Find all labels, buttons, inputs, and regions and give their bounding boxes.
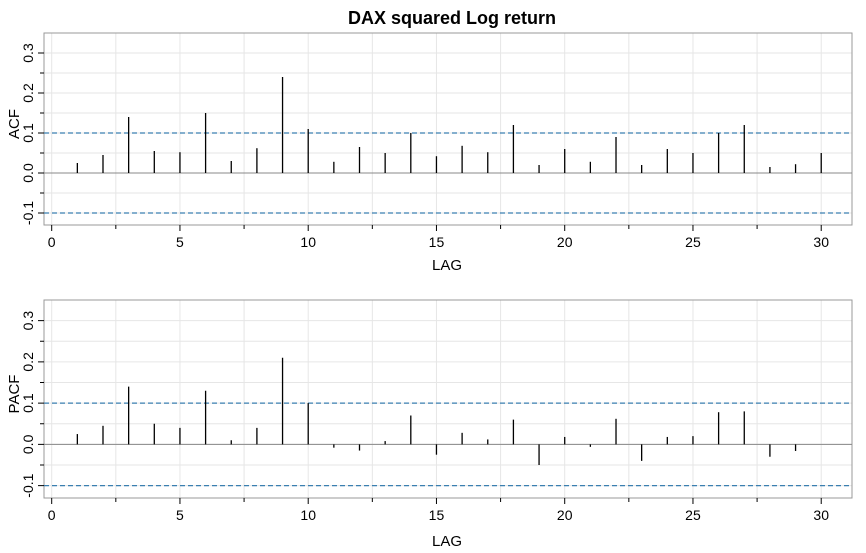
x-tick-label: 30: [813, 507, 829, 523]
x-tick-label: 5: [176, 507, 184, 523]
x-tick-label: 0: [48, 507, 56, 523]
y-axis-label: ACF: [6, 109, 23, 139]
y-tick-label: 0.0: [20, 163, 36, 183]
plot-frame: [43, 299, 853, 499]
x-tick-label: 20: [557, 507, 573, 523]
x-axis-label: LAG: [432, 257, 462, 274]
x-tick-label: 10: [300, 507, 316, 523]
y-axis-label: PACF: [6, 375, 23, 414]
y-tick-label: 0.0: [20, 434, 36, 454]
x-tick-label: 10: [300, 234, 316, 250]
y-tick-label: 0.3: [20, 311, 36, 331]
y-tick-label: 0.1: [20, 393, 36, 413]
plot-frame: [43, 32, 853, 226]
x-tick-label: 25: [685, 507, 701, 523]
x-tick-label: 15: [429, 507, 445, 523]
x-tick-label: 15: [429, 234, 445, 250]
y-tick-label: 0.3: [20, 43, 36, 63]
y-tick-label: 0.2: [20, 83, 36, 103]
x-axis-label: LAG: [432, 533, 462, 550]
x-tick-label: 0: [48, 234, 56, 250]
y-tick-label: -0.1: [20, 473, 36, 497]
x-tick-label: 20: [557, 234, 573, 250]
x-tick-label: 25: [685, 234, 701, 250]
y-tick-label: 0.2: [20, 352, 36, 372]
pacf-panel: 0 5 10 15 20 25 30 -0.1 0.0 0.1 0.2 0.3 LAG PACF: [6, 299, 853, 550]
x-tick-label: 5: [176, 234, 184, 250]
y-tick-label: 0.1: [20, 123, 36, 143]
y-tick-label: -0.1: [20, 201, 36, 225]
x-tick-label: 30: [813, 234, 829, 250]
chart-title: DAX squared Log return: [348, 8, 556, 28]
acf-panel: 0 5 10 15 20 25 30 -0.1 0.0 0.1 0.2 0.3 LAG ACF: [6, 32, 853, 274]
